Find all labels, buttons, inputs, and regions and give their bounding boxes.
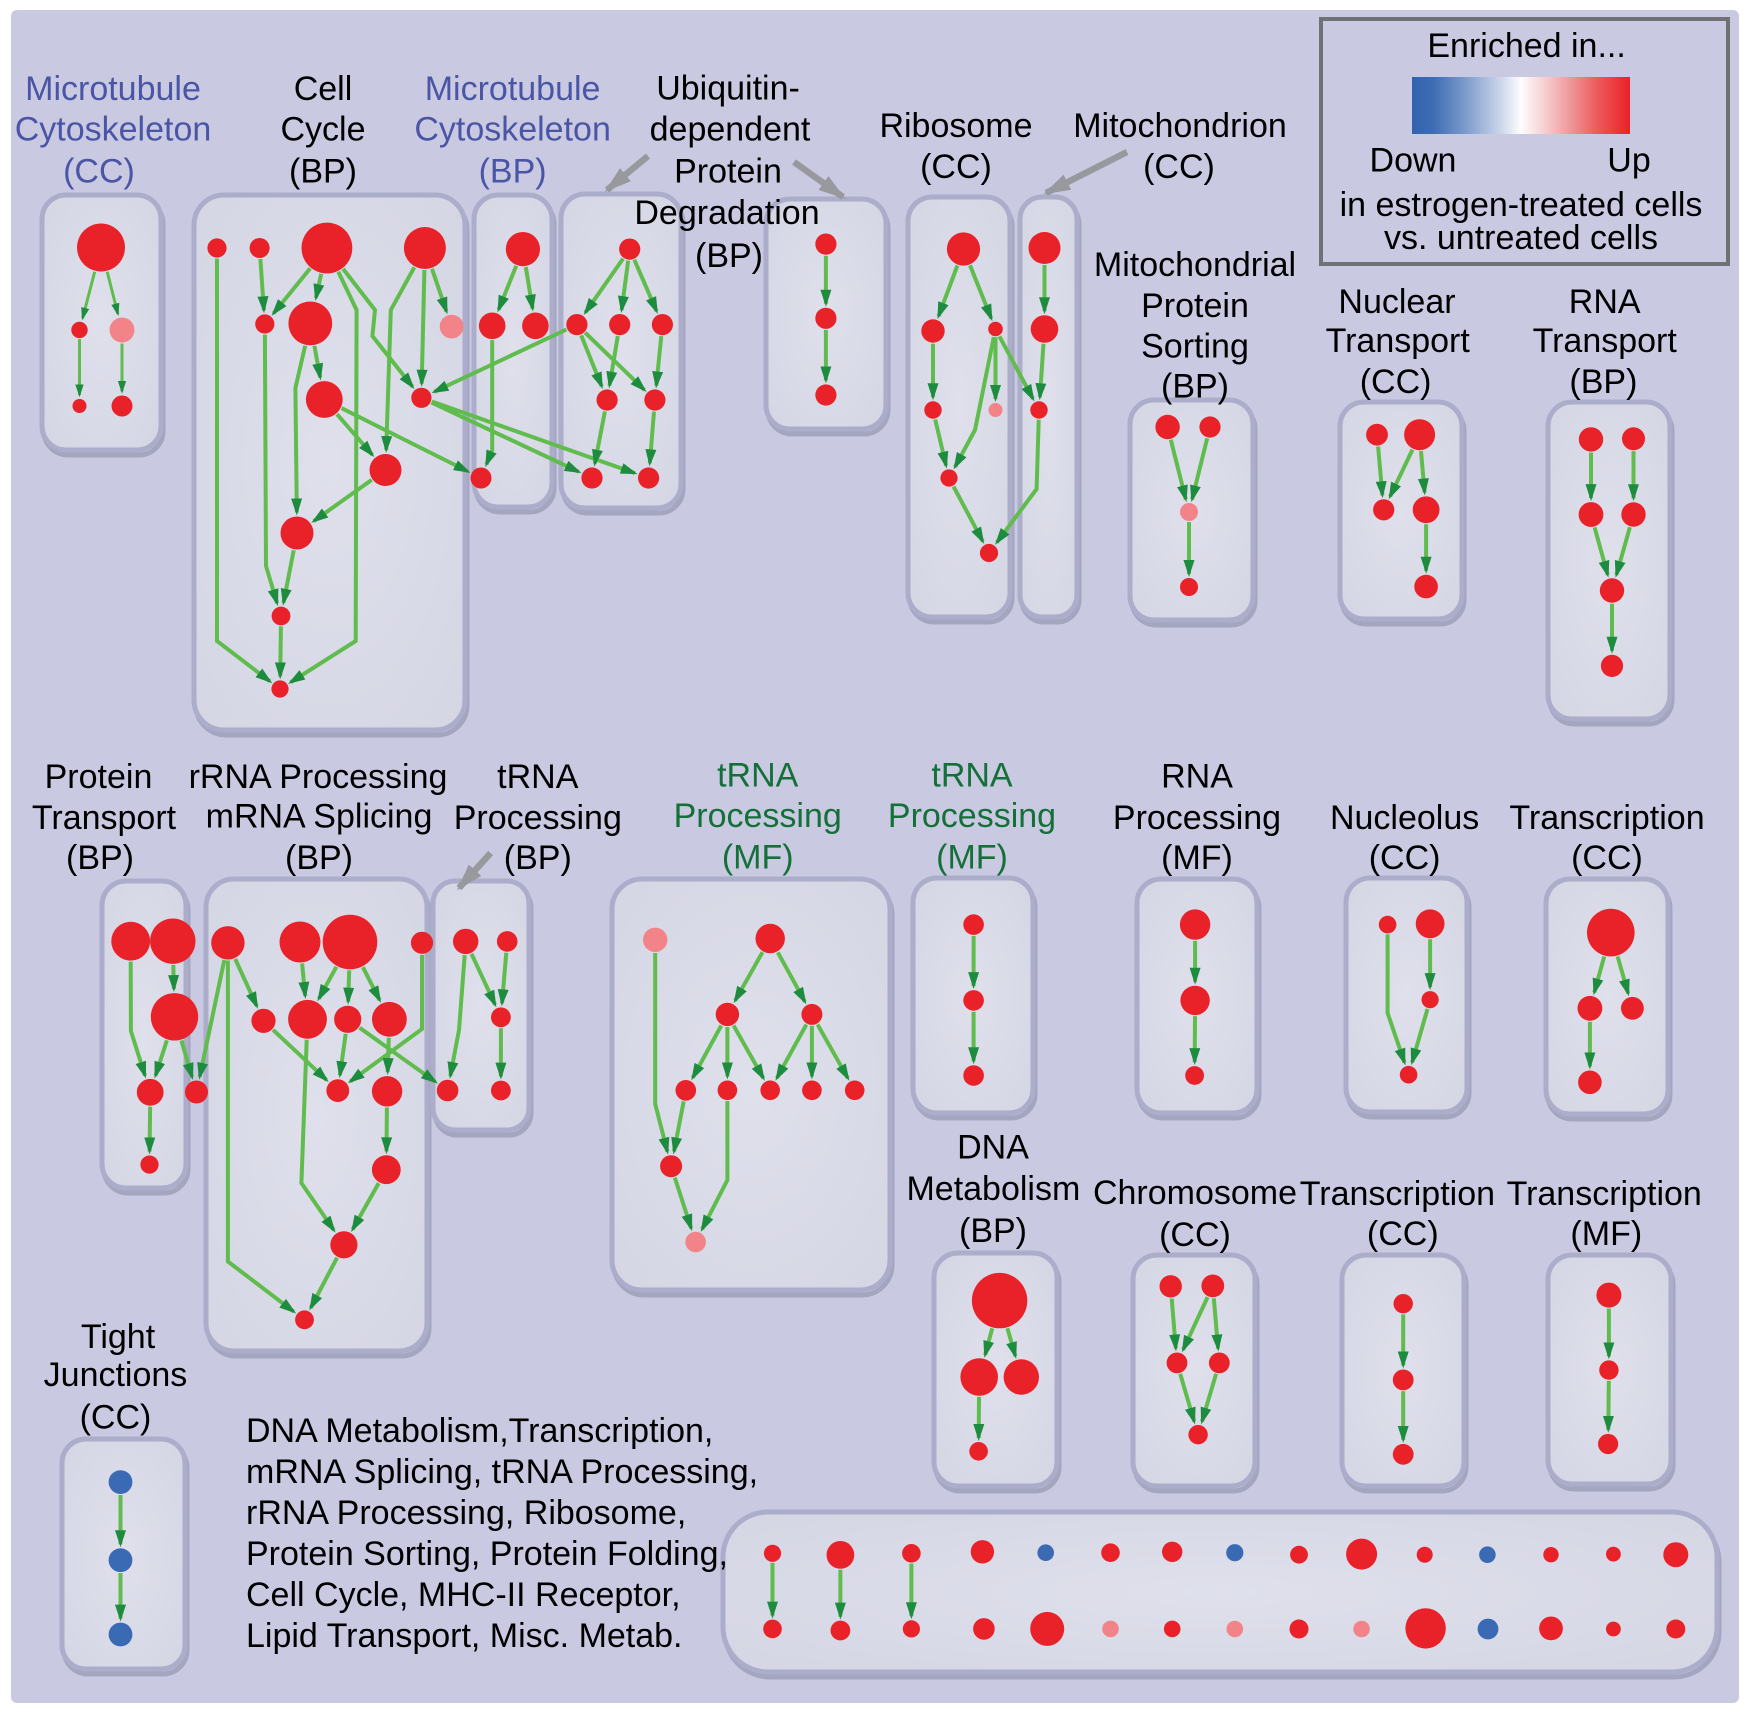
svg-text:DNA: DNA	[957, 1129, 1029, 1167]
svg-text:Cycle: Cycle	[280, 111, 365, 149]
svg-text:Transcription: Transcription	[1507, 1175, 1702, 1213]
svg-text:(MF): (MF)	[1161, 839, 1233, 877]
svg-text:Processing: Processing	[888, 797, 1056, 835]
svg-text:Protein Sorting, Protein Foldi: Protein Sorting, Protein Folding,	[246, 1535, 728, 1573]
svg-text:rRNA Processing, Ribosome,: rRNA Processing, Ribosome,	[246, 1494, 686, 1532]
svg-text:(BP): (BP)	[479, 153, 547, 191]
svg-text:Transport: Transport	[1326, 322, 1471, 360]
svg-text:(CC): (CC)	[1360, 363, 1432, 401]
svg-text:Protein: Protein	[1141, 287, 1249, 325]
svg-text:Mitochondrion: Mitochondrion	[1073, 107, 1287, 145]
svg-text:Nucleolus: Nucleolus	[1330, 799, 1479, 837]
svg-text:Down: Down	[1370, 142, 1457, 180]
svg-text:Metabolism: Metabolism	[906, 1170, 1080, 1208]
svg-text:Junctions: Junctions	[44, 1356, 188, 1394]
svg-text:Protein: Protein	[45, 758, 153, 796]
svg-text:Up: Up	[1607, 142, 1650, 180]
svg-text:(BP): (BP)	[959, 1212, 1027, 1250]
svg-text:Processing: Processing	[454, 799, 622, 837]
svg-text:Processing: Processing	[1113, 799, 1281, 837]
svg-text:Transport: Transport	[32, 799, 177, 837]
svg-text:Cell Cycle, MHC-II Receptor,: Cell Cycle, MHC-II Receptor,	[246, 1576, 681, 1614]
svg-text:tRNA: tRNA	[497, 758, 579, 796]
svg-text:in estrogen-treated cells: in estrogen-treated cells	[1340, 186, 1703, 224]
svg-text:(BP): (BP)	[1161, 368, 1229, 406]
svg-text:(BP): (BP)	[66, 839, 134, 877]
svg-text:(CC): (CC)	[80, 1399, 152, 1437]
svg-text:(MF): (MF)	[936, 839, 1008, 877]
svg-text:Processing: Processing	[674, 797, 842, 835]
svg-text:(MF): (MF)	[1570, 1215, 1642, 1253]
svg-text:Chromosome: Chromosome	[1093, 1174, 1297, 1212]
svg-text:mRNA Splicing: mRNA Splicing	[206, 798, 433, 836]
svg-text:(CC): (CC)	[1369, 839, 1441, 877]
svg-text:(CC): (CC)	[1367, 1215, 1439, 1253]
svg-text:(CC): (CC)	[1159, 1216, 1231, 1254]
svg-text:(BP): (BP)	[289, 153, 357, 191]
svg-text:DNA Metabolism,Transcription,: DNA Metabolism,Transcription,	[246, 1412, 713, 1450]
svg-text:Mitochondrial: Mitochondrial	[1094, 246, 1296, 284]
svg-text:Transcription: Transcription	[1509, 799, 1704, 837]
svg-text:Degradation: Degradation	[634, 194, 819, 232]
svg-text:(CC): (CC)	[920, 148, 992, 186]
svg-text:Ubiquitin-: Ubiquitin-	[656, 70, 800, 108]
svg-text:mRNA Splicing, tRNA Processing: mRNA Splicing, tRNA Processing,	[246, 1453, 758, 1491]
svg-text:dependent: dependent	[650, 111, 811, 149]
svg-text:vs. untreated cells: vs. untreated cells	[1384, 219, 1658, 257]
svg-text:rRNA Processing: rRNA Processing	[189, 758, 448, 796]
svg-text:(CC): (CC)	[63, 153, 135, 191]
svg-text:Ribosome: Ribosome	[879, 107, 1032, 145]
svg-text:tRNA: tRNA	[717, 757, 799, 795]
svg-text:tRNA: tRNA	[931, 757, 1013, 795]
svg-text:Nuclear: Nuclear	[1338, 283, 1455, 321]
svg-text:Lipid Transport, Misc. Metab.: Lipid Transport, Misc. Metab.	[246, 1617, 683, 1655]
svg-text:Transport: Transport	[1533, 322, 1678, 360]
svg-text:(CC): (CC)	[1143, 148, 1215, 186]
svg-text:(BP): (BP)	[1569, 363, 1637, 401]
svg-text:Protein: Protein	[674, 153, 782, 191]
svg-text:(MF): (MF)	[722, 839, 794, 877]
svg-text:Cytoskeleton: Cytoskeleton	[15, 111, 212, 149]
svg-text:(BP): (BP)	[504, 839, 572, 877]
svg-text:(BP): (BP)	[695, 237, 763, 275]
svg-text:RNA: RNA	[1569, 283, 1641, 321]
svg-text:Cell: Cell	[294, 70, 353, 108]
svg-text:Enriched in...: Enriched in...	[1427, 27, 1625, 65]
svg-text:(BP): (BP)	[285, 839, 353, 877]
svg-text:(CC): (CC)	[1571, 839, 1643, 877]
svg-text:Transcription: Transcription	[1300, 1175, 1495, 1213]
svg-text:Sorting: Sorting	[1141, 328, 1249, 366]
svg-text:Tight: Tight	[81, 1318, 156, 1356]
svg-text:RNA: RNA	[1161, 758, 1233, 796]
svg-text:Cytoskeleton: Cytoskeleton	[414, 111, 611, 149]
svg-text:Microtubule: Microtubule	[425, 70, 601, 108]
svg-text:Microtubule: Microtubule	[25, 70, 201, 108]
